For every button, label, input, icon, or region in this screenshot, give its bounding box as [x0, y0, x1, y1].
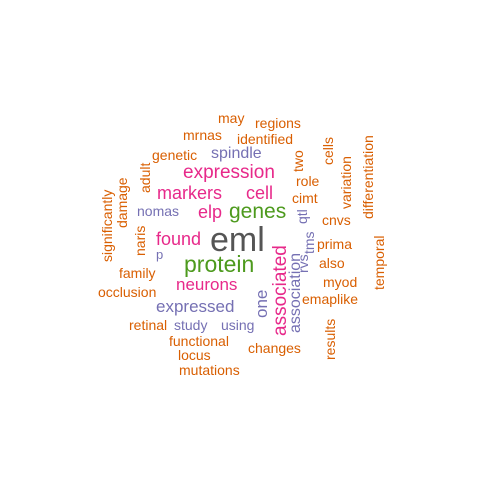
word-tms: tms [301, 231, 317, 254]
word-genes: genes [229, 200, 287, 223]
word-role: role [296, 173, 320, 189]
word-damage: damage [114, 177, 130, 228]
word-retinal: retinal [129, 317, 168, 333]
word-cells: cells [320, 136, 336, 165]
word-elp: elp [198, 202, 223, 222]
word-expressed: expressed [156, 297, 235, 316]
word-cell: cell [246, 183, 274, 203]
word-rvs: rvs [295, 254, 311, 273]
word-p: p [156, 247, 164, 262]
word-temporal: temporal [371, 235, 387, 290]
word-changes: changes [248, 340, 301, 356]
word-two: two [290, 150, 306, 172]
word-regions: regions [255, 115, 301, 131]
word-family: family [119, 265, 156, 281]
word-functional: functional [169, 333, 229, 349]
word-naris: naris [132, 225, 148, 256]
word-emaplike: emaplike [302, 291, 359, 307]
word-cnvs: cnvs [322, 212, 351, 228]
word-found: found [156, 229, 202, 249]
word-adult: adult [137, 162, 153, 193]
word-nomas: nomas [137, 203, 180, 219]
word-protein: protein [184, 251, 255, 277]
word-markers: markers [157, 183, 223, 203]
word-locus: locus [178, 347, 211, 363]
word-also: also [319, 255, 345, 271]
word-differentiation: differentiation [360, 135, 376, 219]
word-mrnas: mrnas [183, 127, 222, 143]
word-eml: eml [210, 221, 265, 259]
word-may: may [218, 110, 245, 126]
word-cimt: cimt [292, 190, 318, 206]
word-variation: variation [338, 156, 354, 209]
word-study: study [174, 317, 208, 333]
word-expression: expression [183, 162, 275, 183]
word-results: results [322, 318, 338, 360]
word-spindle: spindle [211, 145, 262, 162]
word-using: using [221, 317, 255, 333]
word-neurons: neurons [176, 275, 238, 294]
word-prima: prima [317, 236, 353, 252]
word-mutations: mutations [179, 362, 240, 378]
word-identified: identified [237, 131, 294, 147]
word-qtl: qtl [294, 209, 310, 224]
word-significantly: significantly [99, 189, 115, 262]
word-genetic: genetic [152, 147, 198, 163]
word-myod: myod [323, 274, 358, 290]
word-occlusion: occlusion [98, 284, 157, 300]
word-one: one [252, 289, 271, 318]
